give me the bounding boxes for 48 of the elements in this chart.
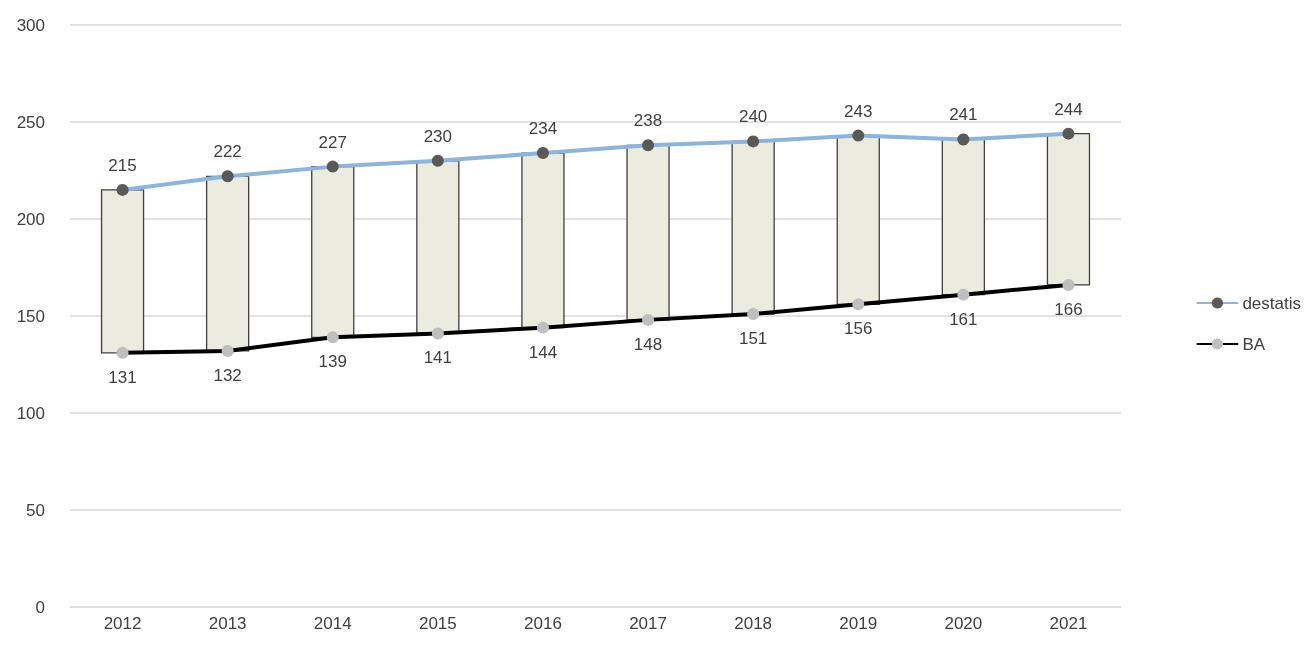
data-label: 241 bbox=[949, 105, 978, 125]
data-label: 161 bbox=[949, 309, 978, 329]
data-label: 141 bbox=[423, 348, 453, 368]
bar bbox=[521, 152, 565, 329]
data-label: 132 bbox=[213, 365, 242, 385]
y-tick-label: 300 bbox=[16, 15, 45, 35]
bar bbox=[626, 144, 670, 321]
data-label: 230 bbox=[423, 126, 453, 146]
data-label: 244 bbox=[1054, 99, 1083, 119]
legend-label: BA bbox=[1242, 334, 1266, 354]
bar bbox=[100, 189, 145, 354]
x-tick-label: 2021 bbox=[1049, 614, 1088, 633]
data-label: 156 bbox=[844, 319, 873, 339]
y-tick-label: 50 bbox=[26, 500, 45, 520]
x-tick-label: 2013 bbox=[208, 614, 247, 633]
data-label: 215 bbox=[108, 155, 137, 175]
data-label: 240 bbox=[738, 107, 768, 127]
x-tick-label: 2018 bbox=[734, 614, 773, 633]
x-tick-label: 2014 bbox=[313, 614, 352, 633]
data-label: 238 bbox=[633, 111, 663, 131]
data-label: 151 bbox=[738, 329, 768, 349]
x-tick-label: 2019 bbox=[839, 614, 878, 633]
data-label: 222 bbox=[213, 142, 242, 162]
y-tick-label: 0 bbox=[35, 597, 45, 617]
y-tick-label: 150 bbox=[16, 306, 45, 326]
data-label: 234 bbox=[528, 119, 558, 139]
x-tick-label: 2016 bbox=[524, 614, 562, 633]
bar bbox=[1046, 132, 1091, 286]
data-label: 227 bbox=[318, 132, 347, 152]
bar bbox=[731, 140, 775, 315]
data-label: 139 bbox=[318, 352, 347, 372]
data-label: 243 bbox=[844, 101, 873, 121]
data-label: 144 bbox=[528, 342, 558, 362]
x-tick-label: 2012 bbox=[103, 614, 142, 633]
bar bbox=[941, 138, 986, 296]
bar bbox=[416, 160, 460, 335]
bar bbox=[311, 165, 355, 338]
x-tick-label: 2020 bbox=[944, 614, 983, 633]
data-label: 131 bbox=[108, 367, 137, 387]
x-tick-label: 2015 bbox=[418, 614, 457, 633]
y-tick-label: 100 bbox=[16, 403, 45, 423]
data-label: 148 bbox=[633, 334, 663, 354]
legend-label: destatis bbox=[1242, 293, 1302, 313]
bar bbox=[205, 175, 250, 352]
data-label: 166 bbox=[1054, 299, 1083, 319]
y-tick-label: 200 bbox=[16, 209, 45, 229]
y-tick-label: 250 bbox=[16, 112, 45, 132]
x-tick-label: 2017 bbox=[629, 614, 667, 633]
